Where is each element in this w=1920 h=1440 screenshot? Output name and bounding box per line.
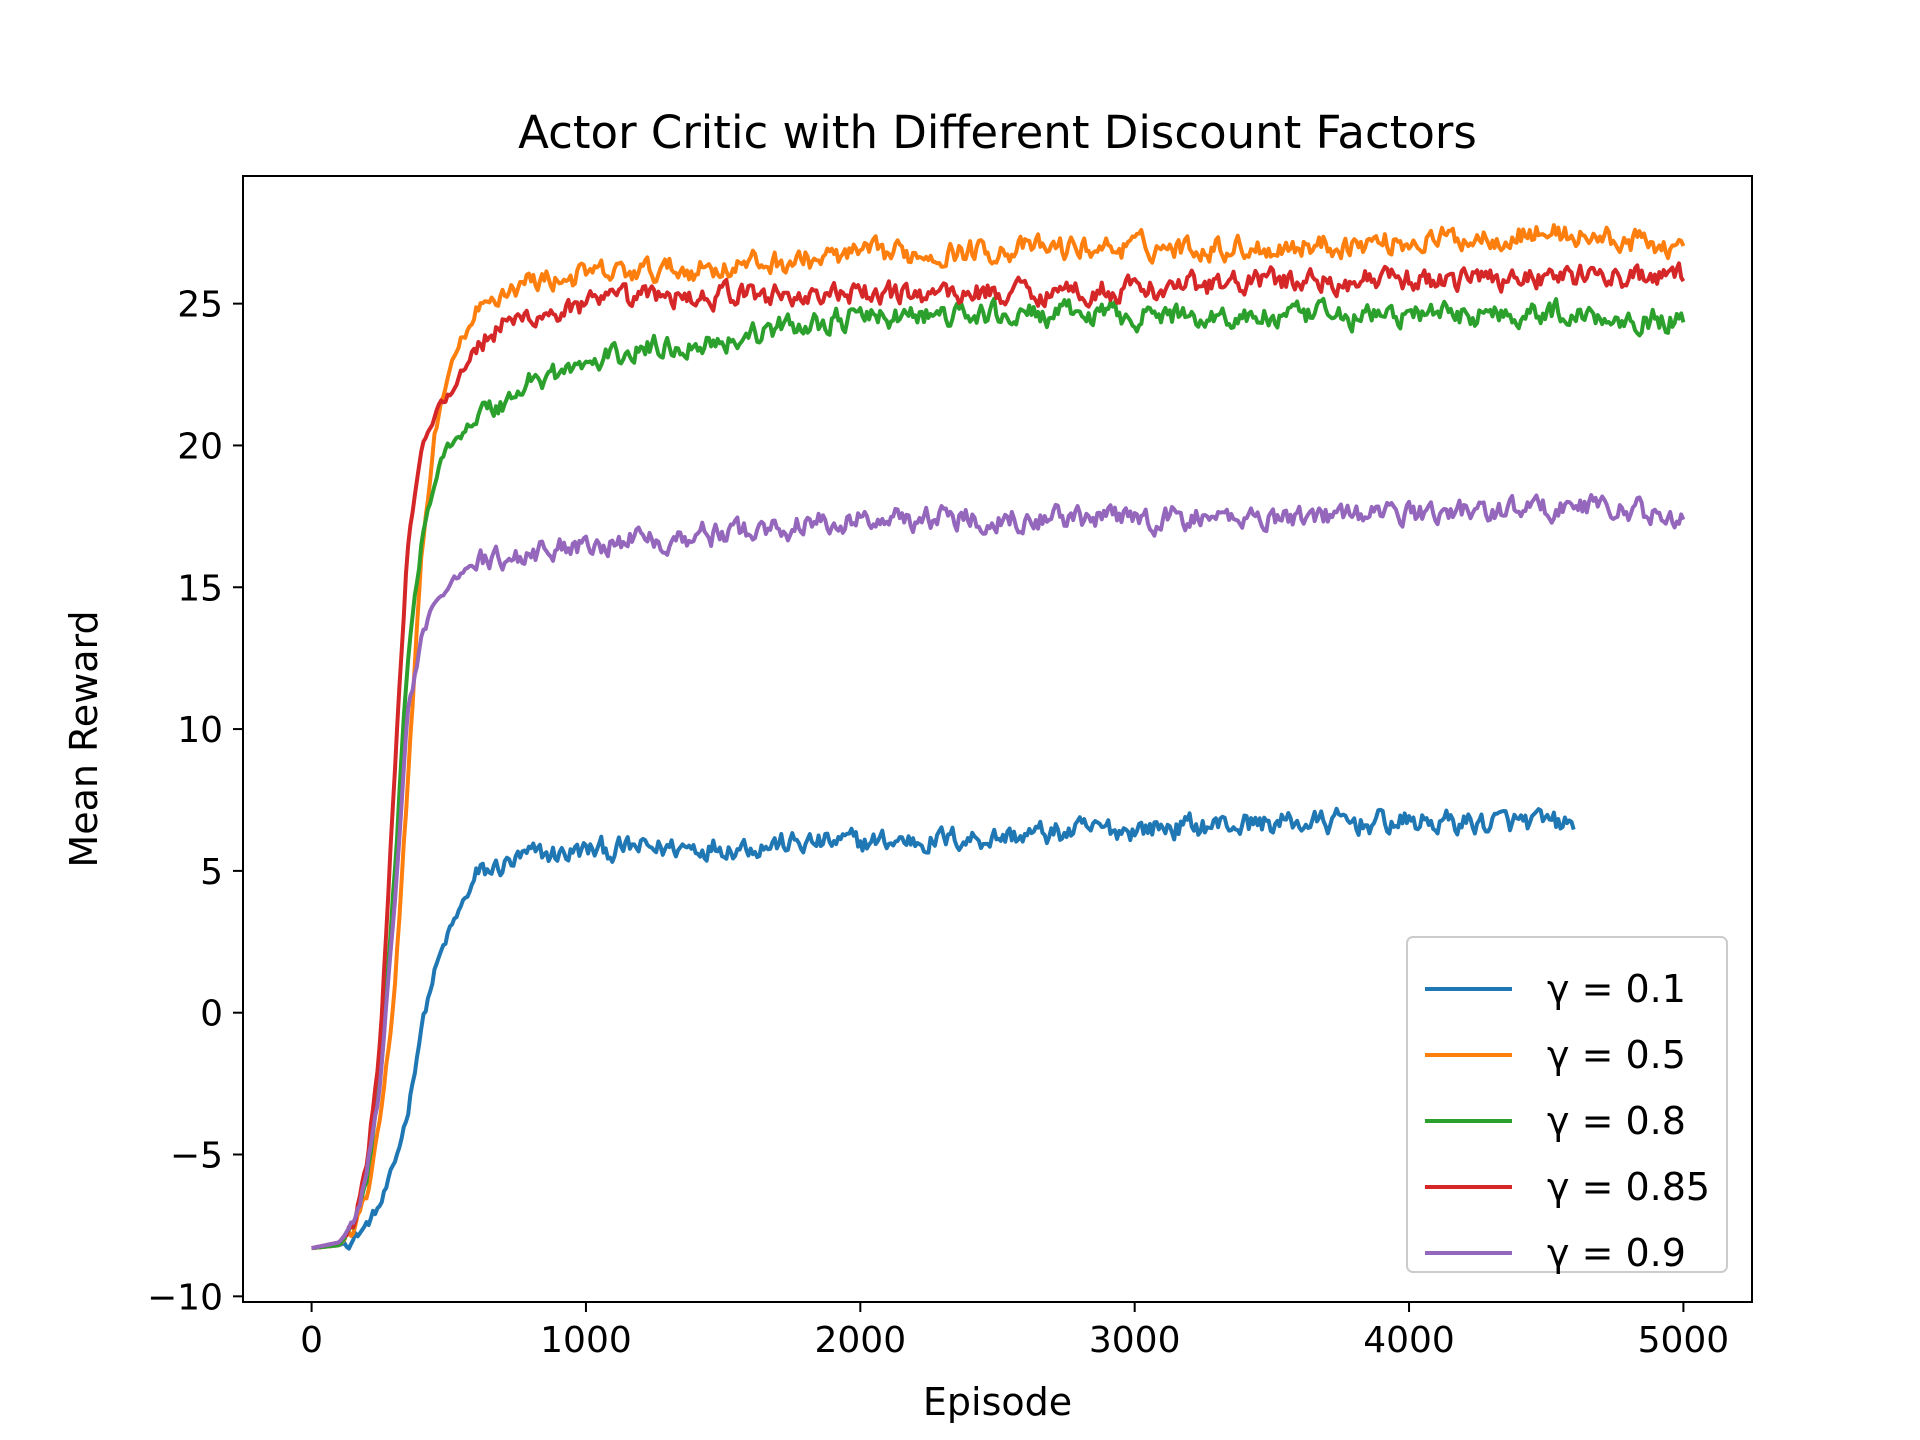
x-axis-title: Episode: [923, 1380, 1072, 1424]
y-tick-label: −5: [170, 1136, 223, 1177]
y-axis: −10 −5 0 5 10 15 20 25: [147, 285, 243, 1318]
x-tick-label: 4000: [1363, 1320, 1455, 1361]
y-tick-label: 10: [177, 710, 223, 751]
series-line-1: [311, 223, 1686, 1251]
y-tick-label: 0: [200, 994, 223, 1035]
y-tick-label: −10: [147, 1277, 223, 1318]
series-line-4: [311, 493, 1686, 1251]
legend-label: γ = 0.85: [1547, 1165, 1710, 1209]
plot-frame: [242, 175, 1753, 1303]
y-tick-label: 5: [200, 852, 223, 893]
y-axis-title: Mean Reward: [62, 610, 106, 867]
x-tick-label: 1000: [540, 1320, 632, 1361]
x-tick-label: 3000: [1089, 1320, 1181, 1361]
x-tick-label: 5000: [1638, 1320, 1730, 1361]
legend: γ = 0.1 γ = 0.5 γ = 0.8 γ = 0.85 γ = 0.9: [1406, 936, 1728, 1275]
series-line-0: [311, 806, 1576, 1251]
x-tick-label: 2000: [815, 1320, 907, 1361]
x-tick-label: 0: [300, 1320, 323, 1361]
chart-title: Actor Critic with Different Discount Fac…: [518, 106, 1477, 159]
y-tick-label: 25: [177, 285, 223, 326]
y-tick-label: 20: [177, 426, 223, 467]
legend-label: γ = 0.9: [1547, 1231, 1686, 1275]
series-line-3: [311, 261, 1686, 1251]
x-axis: 0 1000 2000 3000 4000 5000: [300, 1302, 1729, 1361]
legend-label: γ = 0.8: [1547, 1099, 1686, 1143]
series-line-2: [311, 296, 1686, 1251]
plot-area: [242, 175, 1753, 1303]
legend-label: γ = 0.1: [1547, 967, 1686, 1011]
y-tick-label: 15: [177, 568, 223, 609]
legend-label: γ = 0.5: [1547, 1033, 1686, 1077]
